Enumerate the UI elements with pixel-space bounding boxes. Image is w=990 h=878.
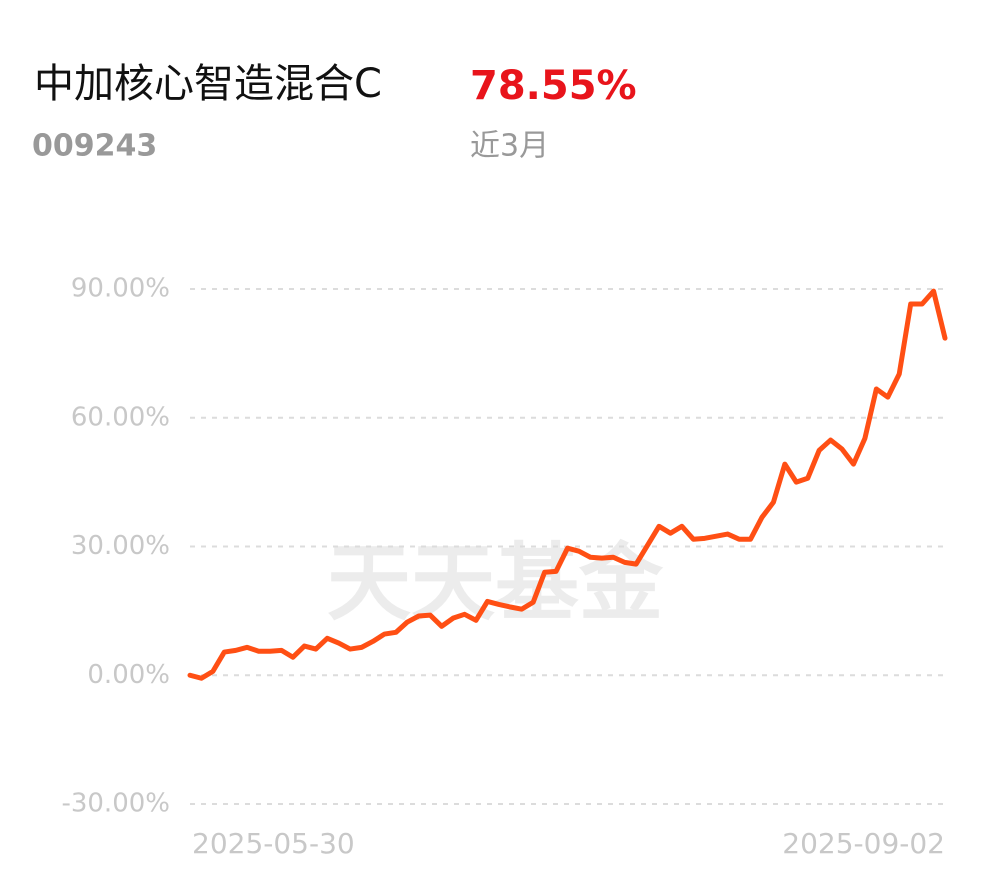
line-series [187, 288, 948, 681]
x-tick-label: 2025-05-30 [192, 827, 355, 860]
y-tick-label: 30.00% [71, 531, 170, 561]
y-tick-label: -30.00% [61, 789, 170, 819]
period: 近3月 [470, 129, 549, 164]
return-value: 78.55% [470, 63, 637, 109]
y-tick-label: 90.00% [71, 274, 170, 304]
fund-title: 中加核心智造混合C [34, 61, 382, 107]
y-tick-label: 0.00% [87, 660, 170, 690]
fund-code: 009243 [32, 129, 157, 164]
y-tick-label: 60.00% [71, 402, 170, 432]
watermark: 天天基金 [327, 533, 664, 632]
x-tick-label: 2025-09-02 [782, 827, 945, 860]
